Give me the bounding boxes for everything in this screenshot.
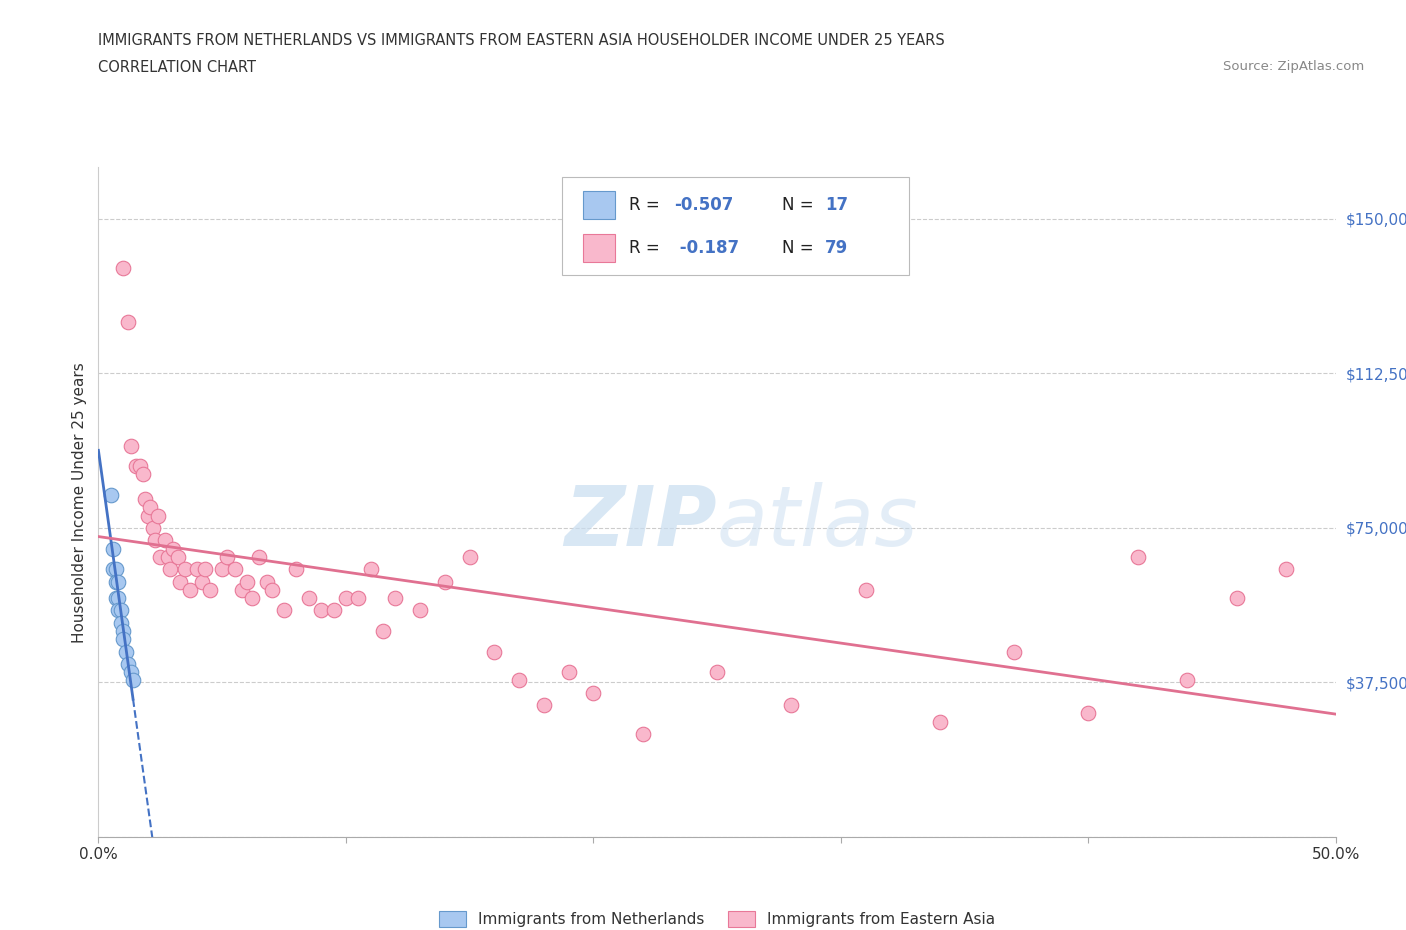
Point <box>240 591 263 605</box>
Point <box>159 562 181 577</box>
Point <box>236 574 259 589</box>
Point <box>146 508 169 523</box>
Point <box>162 541 184 556</box>
Point <box>557 665 579 680</box>
Text: 79: 79 <box>825 239 848 257</box>
Point <box>273 603 295 618</box>
Point <box>508 673 530 688</box>
Point <box>112 261 135 276</box>
Point <box>104 591 127 605</box>
Point <box>107 574 129 589</box>
Point <box>103 562 125 577</box>
Point <box>136 508 159 523</box>
Text: 17: 17 <box>825 195 848 214</box>
Point <box>247 550 270 565</box>
Point <box>285 562 308 577</box>
Point <box>371 623 394 638</box>
Point <box>191 574 214 589</box>
Text: CORRELATION CHART: CORRELATION CHART <box>98 60 256 75</box>
Point <box>120 665 142 680</box>
Point <box>217 550 239 565</box>
Point <box>298 591 321 605</box>
Text: R =: R = <box>630 195 665 214</box>
Point <box>224 562 246 577</box>
Text: -0.187: -0.187 <box>673 239 740 257</box>
Point <box>139 500 162 515</box>
Point <box>100 487 122 502</box>
Point <box>582 685 605 700</box>
Text: R =: R = <box>630 239 665 257</box>
Point <box>132 467 155 482</box>
Point <box>1126 550 1149 565</box>
Point <box>142 521 165 536</box>
Point <box>124 458 146 473</box>
Point <box>129 458 152 473</box>
Point <box>104 562 127 577</box>
Text: N =: N = <box>782 239 818 257</box>
Point <box>134 492 156 507</box>
Point <box>166 550 188 565</box>
Point <box>104 574 127 589</box>
Text: IMMIGRANTS FROM NETHERLANDS VS IMMIGRANTS FROM EASTERN ASIA HOUSEHOLDER INCOME U: IMMIGRANTS FROM NETHERLANDS VS IMMIGRANT… <box>98 33 945 47</box>
Point <box>179 582 201 597</box>
Point <box>110 603 132 618</box>
Point <box>928 714 950 729</box>
Point <box>149 550 172 565</box>
Bar <box>583 191 614 219</box>
Point <box>103 541 125 556</box>
Point <box>143 533 166 548</box>
Point <box>433 574 456 589</box>
Text: ZIP: ZIP <box>564 482 717 563</box>
Point <box>117 314 139 329</box>
Point <box>322 603 344 618</box>
Point <box>458 550 481 565</box>
Point <box>533 698 555 712</box>
Point <box>409 603 432 618</box>
Point <box>631 726 654 741</box>
Point <box>256 574 278 589</box>
Point <box>1077 706 1099 721</box>
Point <box>186 562 208 577</box>
Point <box>309 603 332 618</box>
Point <box>198 582 221 597</box>
Y-axis label: Householder Income Under 25 years: Householder Income Under 25 years <box>72 362 87 643</box>
Point <box>112 623 135 638</box>
Text: atlas: atlas <box>717 482 918 563</box>
Point <box>706 665 728 680</box>
Point <box>122 673 145 688</box>
Point <box>155 533 177 548</box>
Point <box>780 698 803 712</box>
Point <box>112 631 135 646</box>
Bar <box>583 234 614 262</box>
Point <box>231 582 253 597</box>
Point <box>114 644 136 659</box>
Text: Source: ZipAtlas.com: Source: ZipAtlas.com <box>1223 60 1364 73</box>
Point <box>384 591 406 605</box>
Point <box>1175 673 1198 688</box>
Text: N =: N = <box>782 195 818 214</box>
Point <box>1275 562 1298 577</box>
Point <box>107 603 129 618</box>
Point <box>855 582 877 597</box>
Point <box>110 616 132 631</box>
FancyBboxPatch shape <box>562 178 908 274</box>
Point <box>169 574 191 589</box>
Point <box>117 657 139 671</box>
Point <box>335 591 357 605</box>
Legend: Immigrants from Netherlands, Immigrants from Eastern Asia: Immigrants from Netherlands, Immigrants … <box>433 905 1001 930</box>
Point <box>211 562 233 577</box>
Point <box>360 562 382 577</box>
Point <box>347 591 370 605</box>
Text: -0.507: -0.507 <box>673 195 734 214</box>
Point <box>260 582 283 597</box>
Point <box>1002 644 1025 659</box>
Point <box>174 562 197 577</box>
Point <box>107 591 129 605</box>
Point <box>1226 591 1249 605</box>
Point <box>484 644 506 659</box>
Point <box>156 550 179 565</box>
Point <box>120 438 142 453</box>
Point <box>194 562 217 577</box>
